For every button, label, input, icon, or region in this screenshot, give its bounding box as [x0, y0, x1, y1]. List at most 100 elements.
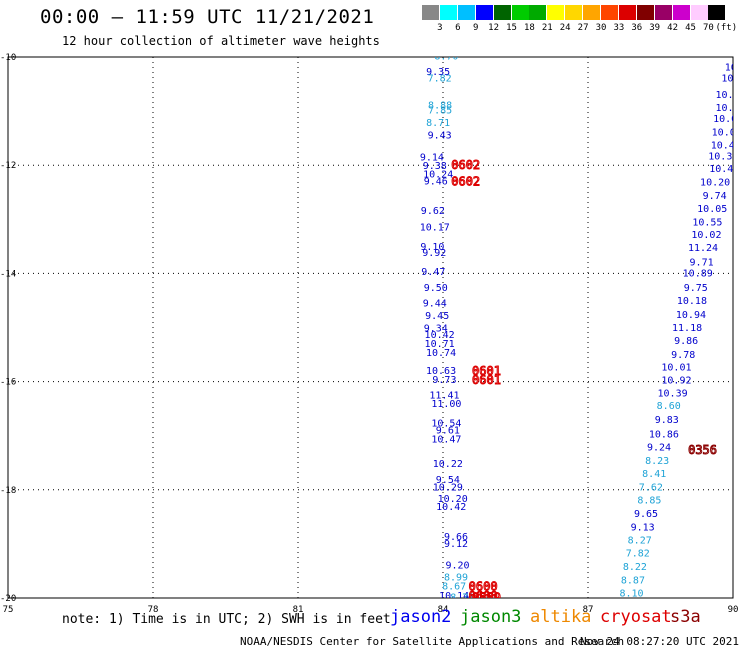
legend-label: 27	[577, 23, 589, 33]
page-title: 00:00 – 11:59 UTC 11/21/2021	[40, 6, 375, 28]
wave-height-label: 9.50	[424, 283, 448, 294]
wave-height-label: 10.05	[712, 128, 740, 139]
pass-time-label: 0602	[451, 158, 480, 172]
legend-swatch	[583, 5, 601, 20]
wave-height-label: 8.41	[642, 469, 666, 480]
pass-time-label: 0356	[688, 443, 717, 457]
wave-height-label: 10.92	[661, 375, 691, 386]
wave-height-label: 10.39	[658, 388, 688, 399]
wave-height-label: 10.02	[713, 114, 740, 125]
wave-height-label: 10.02	[691, 230, 721, 241]
x-tick-label: 75	[3, 605, 14, 615]
wave-height-label: 8.22	[623, 562, 647, 573]
pass-time-label: 0601	[472, 373, 501, 387]
wave-height-label: 10.42	[436, 502, 466, 513]
satellite-legend-item: jason2	[390, 607, 452, 627]
wave-height-label: 8.85	[637, 496, 661, 507]
satellite-legend-item: s3a	[670, 607, 701, 627]
wave-height-label: 8.60	[657, 401, 681, 412]
wave-height-label: 9.46	[424, 176, 448, 187]
legend-swatch	[618, 5, 636, 20]
legend-swatch	[529, 5, 547, 20]
satellite-legend-item: jason3	[460, 607, 522, 627]
wave-height-label: 10.13	[716, 103, 740, 114]
legend-swatch	[422, 5, 439, 20]
wave-height-label: 8.88	[428, 101, 452, 112]
legend-label: 39	[649, 23, 661, 33]
wave-height-label: 10.24	[423, 169, 453, 180]
x-tick-label: 78	[148, 605, 159, 615]
x-tick-label: 90	[728, 605, 739, 615]
wave-height-label: 8.10	[619, 589, 643, 600]
wave-height-label: 10.39	[708, 151, 738, 162]
wave-height-label: 10.42	[425, 330, 455, 341]
wave-height-label: 9.47	[421, 267, 445, 278]
wave-height-label: 11.18	[672, 323, 702, 334]
wave-height-label: 10.18	[677, 296, 707, 307]
wave-height-label: 9.61	[436, 426, 460, 437]
wave-height-label: 9.13	[631, 523, 655, 534]
footer-credit: NOAA/NESDIS Center for Satellite Applica…	[240, 635, 625, 648]
wave-height-label: 8.27	[628, 536, 652, 547]
satellite-legend-item: cryosat	[600, 607, 672, 627]
satellite-legend-item: altika	[530, 607, 592, 627]
wave-height-label: 9.12	[444, 539, 468, 550]
wave-height-label: 10.22	[433, 459, 463, 470]
wave-height-label: 10.86	[649, 430, 679, 441]
wave-height-label: 9.20	[445, 560, 469, 571]
legend-label: 36	[631, 23, 643, 33]
legend-label: 45	[685, 23, 696, 33]
pass-time-label: 0	[734, 252, 740, 266]
legend-swatch	[654, 5, 672, 20]
legend-swatch	[457, 5, 475, 20]
pass-time-label: 0600	[469, 580, 498, 594]
legend-swatch	[547, 5, 565, 20]
wave-height-label: 8.70	[434, 51, 458, 62]
legend-label: 3	[437, 23, 443, 33]
wave-height-label: 9.71	[690, 257, 714, 268]
wave-height-label: 9.24	[647, 443, 671, 454]
wave-height-label: 9.45	[425, 311, 449, 322]
wave-height-label: 9.78	[671, 350, 695, 361]
legend-swatch	[511, 5, 529, 20]
wave-height-label: 8.87	[621, 576, 645, 587]
wave-height-label: 9.92	[422, 248, 446, 259]
x-tick-label: 84	[438, 605, 449, 615]
wave-height-label: 10.71	[425, 339, 455, 350]
legend-label: (ft)	[715, 23, 738, 33]
legend-label: 18	[523, 23, 535, 33]
wave-height-label: 10.63	[426, 366, 456, 377]
wave-height-label: 9.34	[424, 324, 448, 335]
wave-height-label: 7.82	[428, 74, 452, 85]
observation-layer: 8.709.357.828.887.858.719.439.149.3810.2…	[420, 51, 740, 600]
wave-height-label: 10.74	[426, 348, 456, 359]
wave-height-label: 7.85	[428, 105, 452, 116]
wave-height-label: 9.75	[684, 283, 708, 294]
wave-height-label: 9.35	[426, 67, 450, 78]
legend-swatch	[672, 5, 690, 20]
pass-time-label: 0601	[472, 364, 501, 378]
wave-height-label: 11.00	[431, 399, 461, 410]
wave-height-label: 10.54	[431, 419, 461, 430]
pass-time-label: 0602	[451, 174, 480, 188]
wave-height-label: 10.47	[431, 434, 461, 445]
wave-height-label: 9.62	[421, 206, 445, 217]
legend-label: 42	[667, 23, 679, 33]
wave-height-label: 10.42	[709, 164, 739, 175]
legend-label: 70	[702, 23, 714, 33]
legend-label: 30	[595, 23, 607, 33]
wave-height-label: 8.67	[442, 582, 466, 593]
wave-height-label: 10.94	[676, 310, 706, 321]
legend-swatch	[601, 5, 618, 20]
legend-label: 6	[455, 23, 461, 33]
wave-height-label: 10.05	[697, 204, 727, 215]
wave-height-label: 10.89	[683, 268, 713, 279]
legend-label: 21	[541, 23, 553, 33]
legend-label: 9	[472, 23, 479, 33]
wave-height-label: 9.10	[420, 242, 444, 253]
legend-swatch	[439, 5, 457, 20]
y-tick-label: -20	[0, 594, 16, 604]
legend-label: 24	[559, 23, 571, 33]
wave-height-label: 11.41	[429, 391, 459, 402]
